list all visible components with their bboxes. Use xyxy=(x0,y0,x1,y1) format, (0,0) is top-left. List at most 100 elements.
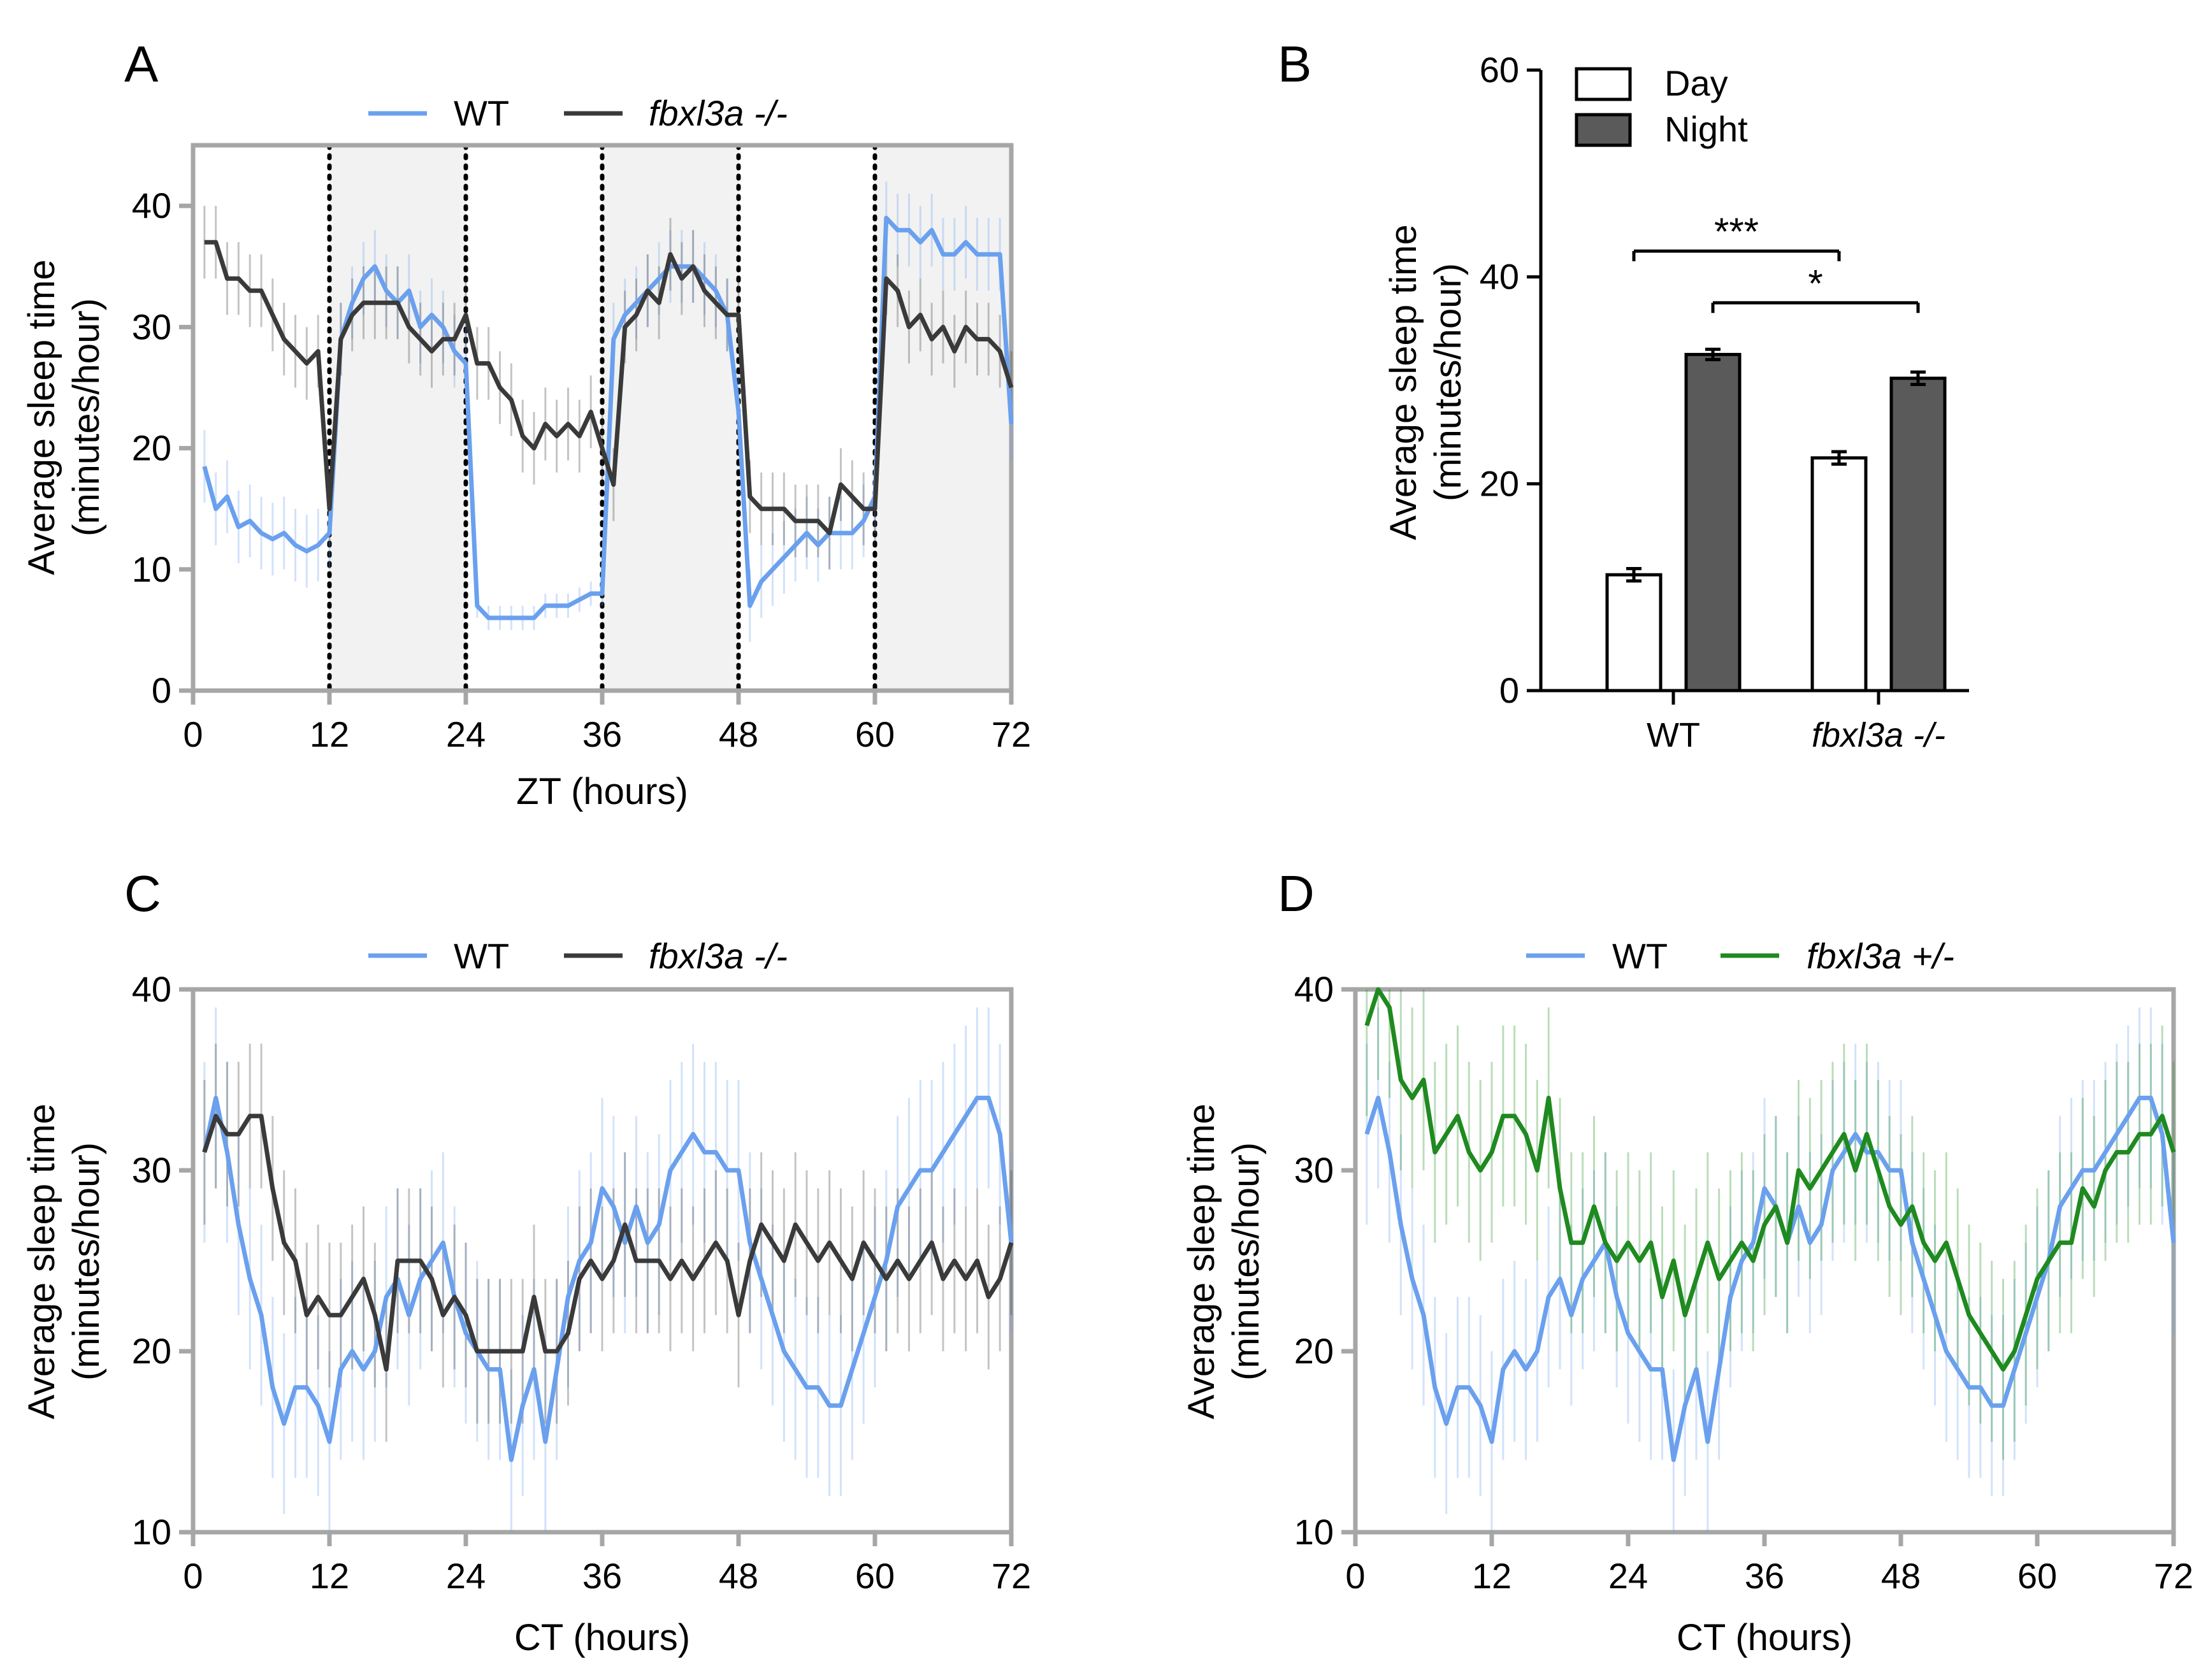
y-tick-label: 10 xyxy=(132,549,171,589)
y-tick-label: 40 xyxy=(132,185,171,226)
y-tick-label: 20 xyxy=(1480,463,1519,503)
y-tick-label: 40 xyxy=(1294,969,1334,1009)
x-tick-label: 0 xyxy=(183,1556,203,1596)
series-lines xyxy=(1364,987,2176,1462)
x-axis-label: ZT (hours) xyxy=(516,771,688,812)
y-tick-label: 30 xyxy=(132,306,171,347)
night-shade-1 xyxy=(329,145,466,691)
x-tick-label: fbxl3a -/- xyxy=(1812,716,1945,754)
bar-day xyxy=(1810,456,1868,693)
y-tick-label: 30 xyxy=(132,1150,171,1190)
y-axis-label-line1: Average sleep time xyxy=(21,259,62,575)
y-axis: 0 20 40 60 xyxy=(1480,50,1543,710)
y-axis-label-line1: Average sleep time xyxy=(1181,1103,1222,1419)
legend-wt-label: WT xyxy=(1612,936,1668,976)
significance-brackets: **** xyxy=(1632,210,1920,313)
x-tick-label: 48 xyxy=(719,714,758,754)
y-axis-label-line2: (minutes/hour) xyxy=(66,1142,107,1381)
x-tick-label: 12 xyxy=(310,1556,349,1596)
x-tick-label: 36 xyxy=(582,1556,622,1596)
bars xyxy=(1605,347,1947,693)
y-axis-label-line2: (minutes/hour) xyxy=(1427,263,1469,501)
x-tick-label: 24 xyxy=(446,714,486,754)
panel-letter-c: C xyxy=(124,865,161,922)
panel-d: D 10 20 30 40 0 12 24 36 48 60 72 WT fbxl3a +/- C… xyxy=(1181,865,2193,1658)
y-tick-label: 40 xyxy=(1480,257,1519,297)
series-lines xyxy=(202,1095,1014,1462)
panel-letter-b: B xyxy=(1278,36,1311,92)
y-axis-label-line2: (minutes/hour) xyxy=(1225,1142,1267,1381)
x-tick-label: WT xyxy=(1647,716,1700,754)
series-line-fbxl3a- xyxy=(202,1114,1014,1372)
legend-ko-label: fbxl3a -/- xyxy=(649,936,788,976)
x-axis-ticks: 0 12 24 36 48 60 72 xyxy=(1345,1532,2193,1596)
x-axis-ticks: 0 12 24 36 48 60 72 xyxy=(183,691,1031,754)
y-axis-ticks: 10 20 30 40 xyxy=(1294,969,1355,1552)
x-tick-label: 24 xyxy=(446,1556,486,1596)
panel-letter-d: D xyxy=(1278,865,1315,922)
x-tick-label: 12 xyxy=(310,714,349,754)
legend-het-label: fbxl3a +/- xyxy=(1807,936,1954,976)
x-tick-label: 0 xyxy=(1345,1556,1365,1596)
y-tick-label: 10 xyxy=(132,1512,171,1552)
light-dark-transition-lines xyxy=(327,143,877,693)
x-axis-ticks: 0 12 24 36 48 60 72 xyxy=(183,1532,1031,1596)
legend-night-label: Night xyxy=(1664,109,1748,149)
x-axis-label: CT (hours) xyxy=(514,1617,690,1658)
legend-day-label: Day xyxy=(1664,63,1728,103)
panel-c: C 10 20 30 40 0 12 24 36 48 60 72 WT fbxl3a -/- C… xyxy=(21,865,1031,1658)
y-axis-label-line1: Average sleep time xyxy=(1383,224,1424,540)
night-shade-3 xyxy=(875,145,1011,691)
legend-wt-label: WT xyxy=(454,936,509,976)
y-tick-label: 20 xyxy=(132,1331,171,1371)
x-tick-label: 72 xyxy=(2154,1556,2193,1596)
x-tick-label: 72 xyxy=(992,714,1031,754)
y-tick-label: 30 xyxy=(1294,1150,1334,1190)
legend-day-swatch xyxy=(1575,67,1632,101)
x-axis: WT fbxl3a -/- xyxy=(1541,689,1969,754)
x-tick-label: 0 xyxy=(183,714,203,754)
series-line-wt xyxy=(1364,1095,2176,1462)
night-shade-2 xyxy=(602,145,739,691)
y-tick-label: 60 xyxy=(1480,50,1519,90)
x-tick-label: 72 xyxy=(992,1556,1031,1596)
y-tick-label: 20 xyxy=(132,428,171,468)
series-lines xyxy=(202,215,1014,621)
legend-wt-label: WT xyxy=(454,93,509,133)
y-tick-label: 20 xyxy=(1294,1331,1334,1371)
x-tick-label: 48 xyxy=(719,1556,758,1596)
x-tick-label: 60 xyxy=(855,1556,895,1596)
bar-night xyxy=(1684,352,1742,693)
x-tick-label: 60 xyxy=(855,714,895,754)
y-tick-label: 40 xyxy=(132,969,171,1009)
x-tick-label: 12 xyxy=(1472,1556,1512,1596)
y-axis-label-line2: (minutes/hour) xyxy=(66,298,107,536)
x-tick-label: 24 xyxy=(1608,1556,1648,1596)
error-bars xyxy=(1366,989,2175,1532)
x-tick-label: 48 xyxy=(1881,1556,1921,1596)
series-line-wt xyxy=(202,1095,1014,1462)
night-shading xyxy=(329,145,1011,691)
bar-day xyxy=(1605,573,1663,693)
y-tick-label: 10 xyxy=(1294,1512,1334,1552)
series-line-fbxl3a- xyxy=(204,240,1014,536)
series-line-fbxl3a- xyxy=(1364,987,2176,1372)
legend-night-swatch xyxy=(1575,113,1632,147)
significance-label: * xyxy=(1808,262,1822,305)
y-tick-label: 0 xyxy=(1499,670,1519,710)
legend-ko-label: fbxl3a -/- xyxy=(649,93,788,133)
y-axis-ticks: 0 10 20 30 40 xyxy=(132,185,193,710)
y-tick-label: 0 xyxy=(152,670,171,710)
significance-label: *** xyxy=(1714,210,1759,253)
bar-night xyxy=(1889,377,1947,693)
x-tick-label: 60 xyxy=(2017,1556,2057,1596)
y-axis-ticks: 10 20 30 40 xyxy=(132,969,193,1552)
x-axis-label: CT (hours) xyxy=(1677,1617,1852,1658)
x-tick-label: 36 xyxy=(1745,1556,1784,1596)
x-tick-label: 36 xyxy=(582,714,622,754)
y-axis-label-line1: Average sleep time xyxy=(21,1103,62,1419)
panel-letter-a: A xyxy=(124,36,159,92)
